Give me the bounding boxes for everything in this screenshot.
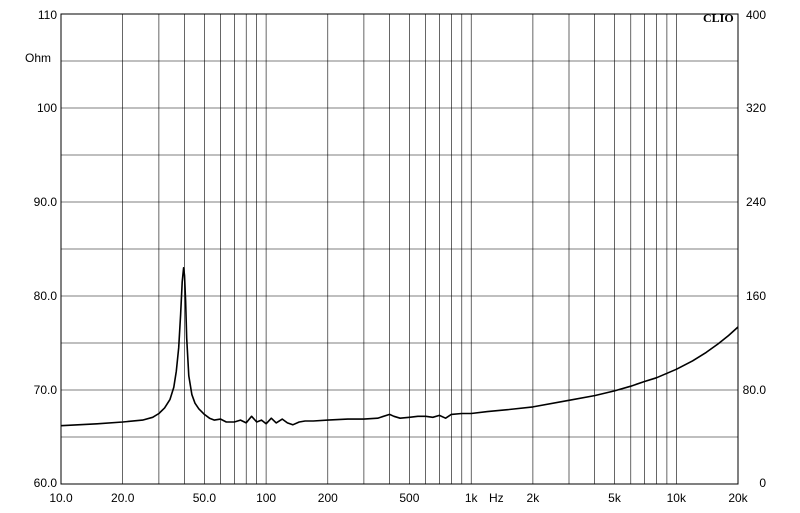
x-unit-label: Hz: [489, 491, 504, 505]
x-tick-label: 20k: [728, 491, 748, 505]
y-axis-right-labels: 400 320 240 160 80.0 0: [743, 8, 767, 490]
y2-tick-label: 400: [746, 8, 766, 22]
y2-tick-label: 160: [746, 289, 766, 303]
y-tick-label: 90.0: [34, 195, 58, 209]
y-unit-label: Ohm: [25, 51, 51, 65]
x-axis-labels: 10.0 20.0 50.0 100 200 500 1k 2k 5k 10k 20k: [49, 491, 748, 505]
y-tick-label: 70.0: [34, 383, 58, 397]
impedance-curve: [60, 267, 739, 427]
brand-logo: CLIO: [703, 11, 734, 25]
x-tick-label: 50.0: [193, 491, 217, 505]
x-tick-label: 500: [399, 491, 419, 505]
x-tick-label: 5k: [608, 491, 622, 505]
y-tick-label: 100: [37, 101, 57, 115]
x-tick-label: 1k: [465, 491, 479, 505]
plot-frame: [60, 13, 739, 485]
x-tick-label: 20.0: [111, 491, 135, 505]
x-tick-label: 100: [256, 491, 276, 505]
y2-tick-label: 320: [746, 101, 766, 115]
x-tick-label: 2k: [527, 491, 541, 505]
x-tick-label: 10.0: [49, 491, 73, 505]
y2-tick-label: 240: [746, 195, 766, 209]
grid-lines: [61, 14, 738, 484]
y-tick-label: 110: [38, 8, 57, 22]
y2-tick-label: 80.0: [743, 383, 767, 397]
y-tick-label: 60.0: [34, 476, 58, 490]
y-axis-left-labels: 110 100 90.0 80.0 70.0 60.0: [34, 8, 58, 490]
y2-tick-label: 0: [759, 476, 766, 490]
x-tick-label: 10k: [667, 491, 687, 505]
y-tick-label: 80.0: [34, 289, 58, 303]
x-tick-label: 200: [318, 491, 338, 505]
